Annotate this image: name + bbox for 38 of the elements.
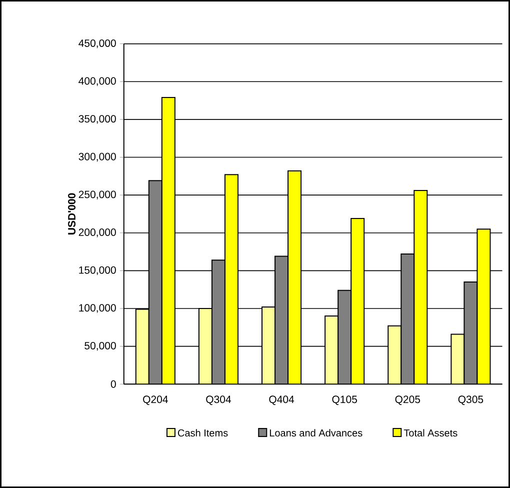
y-tick-label: 50,000 bbox=[84, 342, 116, 351]
bar bbox=[476, 228, 491, 384]
y-tick-label: 450,000 bbox=[78, 39, 116, 48]
bar bbox=[212, 260, 225, 384]
legend-label: Loans and Advances bbox=[270, 429, 362, 437]
bar bbox=[414, 190, 428, 384]
bar bbox=[275, 256, 288, 384]
bar bbox=[388, 326, 402, 384]
bar bbox=[450, 334, 465, 384]
legend-label: Total Assets bbox=[404, 429, 458, 437]
bar bbox=[162, 98, 175, 384]
bar bbox=[351, 218, 364, 384]
bar bbox=[224, 174, 238, 384]
y-tick-label: 400,000 bbox=[78, 77, 116, 86]
bar bbox=[288, 170, 302, 384]
y-tick-label: 350,000 bbox=[78, 115, 116, 124]
x-tick-label: Q404 bbox=[269, 396, 294, 405]
bar bbox=[325, 316, 338, 384]
bar bbox=[262, 306, 276, 384]
bar bbox=[401, 254, 414, 384]
y-tick-label: 100,000 bbox=[79, 304, 116, 313]
x-tick-label: Q205 bbox=[395, 396, 420, 405]
legend-label: Cash Items bbox=[178, 429, 228, 437]
y-tick-label: 300,000 bbox=[78, 152, 116, 162]
bar bbox=[464, 282, 478, 384]
x-tick-label: Q105 bbox=[332, 396, 357, 405]
y-tick-label: 0 bbox=[110, 380, 116, 388]
bar bbox=[136, 309, 149, 384]
x-tick-label: Q305 bbox=[458, 396, 484, 405]
bar bbox=[148, 180, 162, 384]
bar bbox=[338, 290, 352, 384]
x-tick-label: Q204 bbox=[143, 396, 168, 405]
y-tick-label: 150,000 bbox=[79, 266, 116, 276]
y-tick-label: 250,000 bbox=[78, 190, 116, 200]
bar bbox=[198, 308, 212, 384]
x-tick-label: Q304 bbox=[206, 396, 231, 405]
y-tick-label: 200,000 bbox=[78, 228, 116, 238]
y-axis-title: USD'000 bbox=[68, 193, 76, 234]
